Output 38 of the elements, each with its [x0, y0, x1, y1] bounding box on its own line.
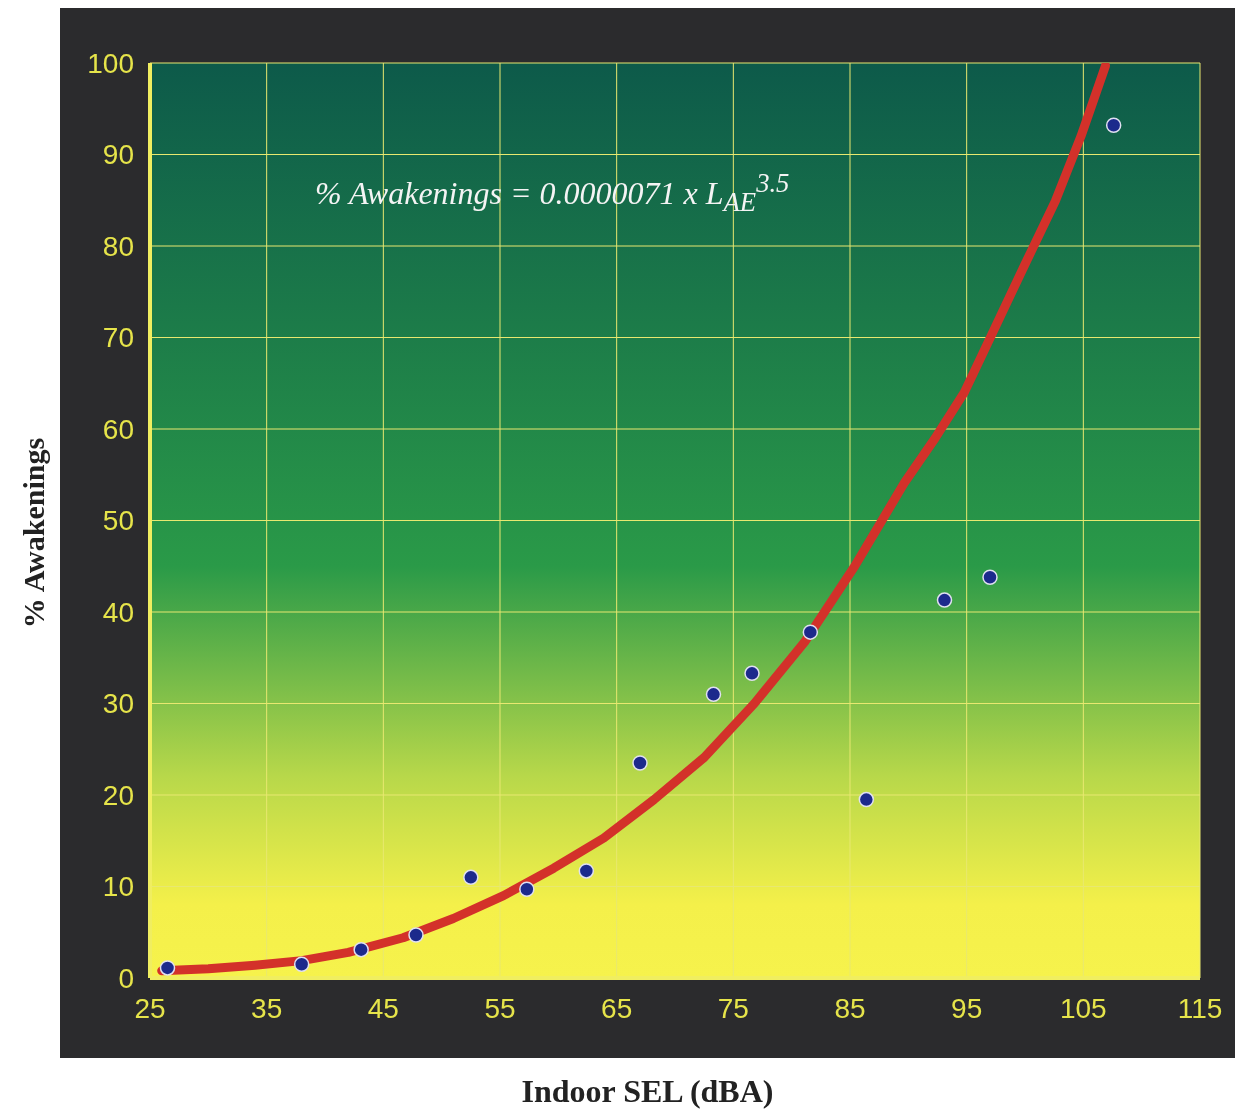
y-tick-label: 30	[102, 688, 134, 720]
point	[744, 665, 760, 682]
x-axis-title: Indoor SEL (dBA)	[520, 1073, 775, 1110]
x-tick-label: 65	[601, 992, 633, 1024]
x-tick-label: 95	[951, 992, 983, 1024]
x-tick-label: 45	[367, 992, 399, 1024]
y-tick-label: 40	[102, 596, 134, 628]
y-tick-label: 60	[102, 413, 134, 445]
y-tick-label: 80	[102, 230, 134, 262]
y-tick-label: 50	[102, 505, 134, 537]
point	[1105, 117, 1122, 133]
point	[353, 941, 369, 958]
y-tick-label: 90	[102, 139, 134, 171]
y-tick-label: 100	[87, 47, 134, 79]
y-axis-title: % Awakenings	[17, 437, 51, 629]
point	[463, 869, 479, 886]
y-tick-label: 70	[102, 322, 134, 354]
point	[802, 624, 819, 640]
y-tick-label: 10	[102, 871, 134, 903]
point	[293, 956, 310, 973]
x-tick-label: 75	[717, 992, 749, 1024]
point	[519, 881, 535, 897]
x-tick-label: 105	[1059, 992, 1107, 1024]
point	[408, 927, 424, 943]
point	[936, 592, 953, 608]
y-tick-label: 20	[102, 779, 134, 811]
x-tick-label: 35	[251, 992, 283, 1024]
x-tick-label: 85	[834, 992, 866, 1024]
x-tick-label: 115	[1177, 992, 1223, 1024]
point	[705, 686, 722, 703]
point	[858, 791, 875, 808]
x-tick-label: 25	[134, 992, 166, 1024]
y-tick-label: 0	[118, 962, 134, 994]
x-tick-label: 55	[484, 992, 516, 1024]
point	[982, 569, 998, 585]
point	[578, 863, 595, 879]
point	[632, 755, 648, 771]
point	[159, 960, 176, 976]
